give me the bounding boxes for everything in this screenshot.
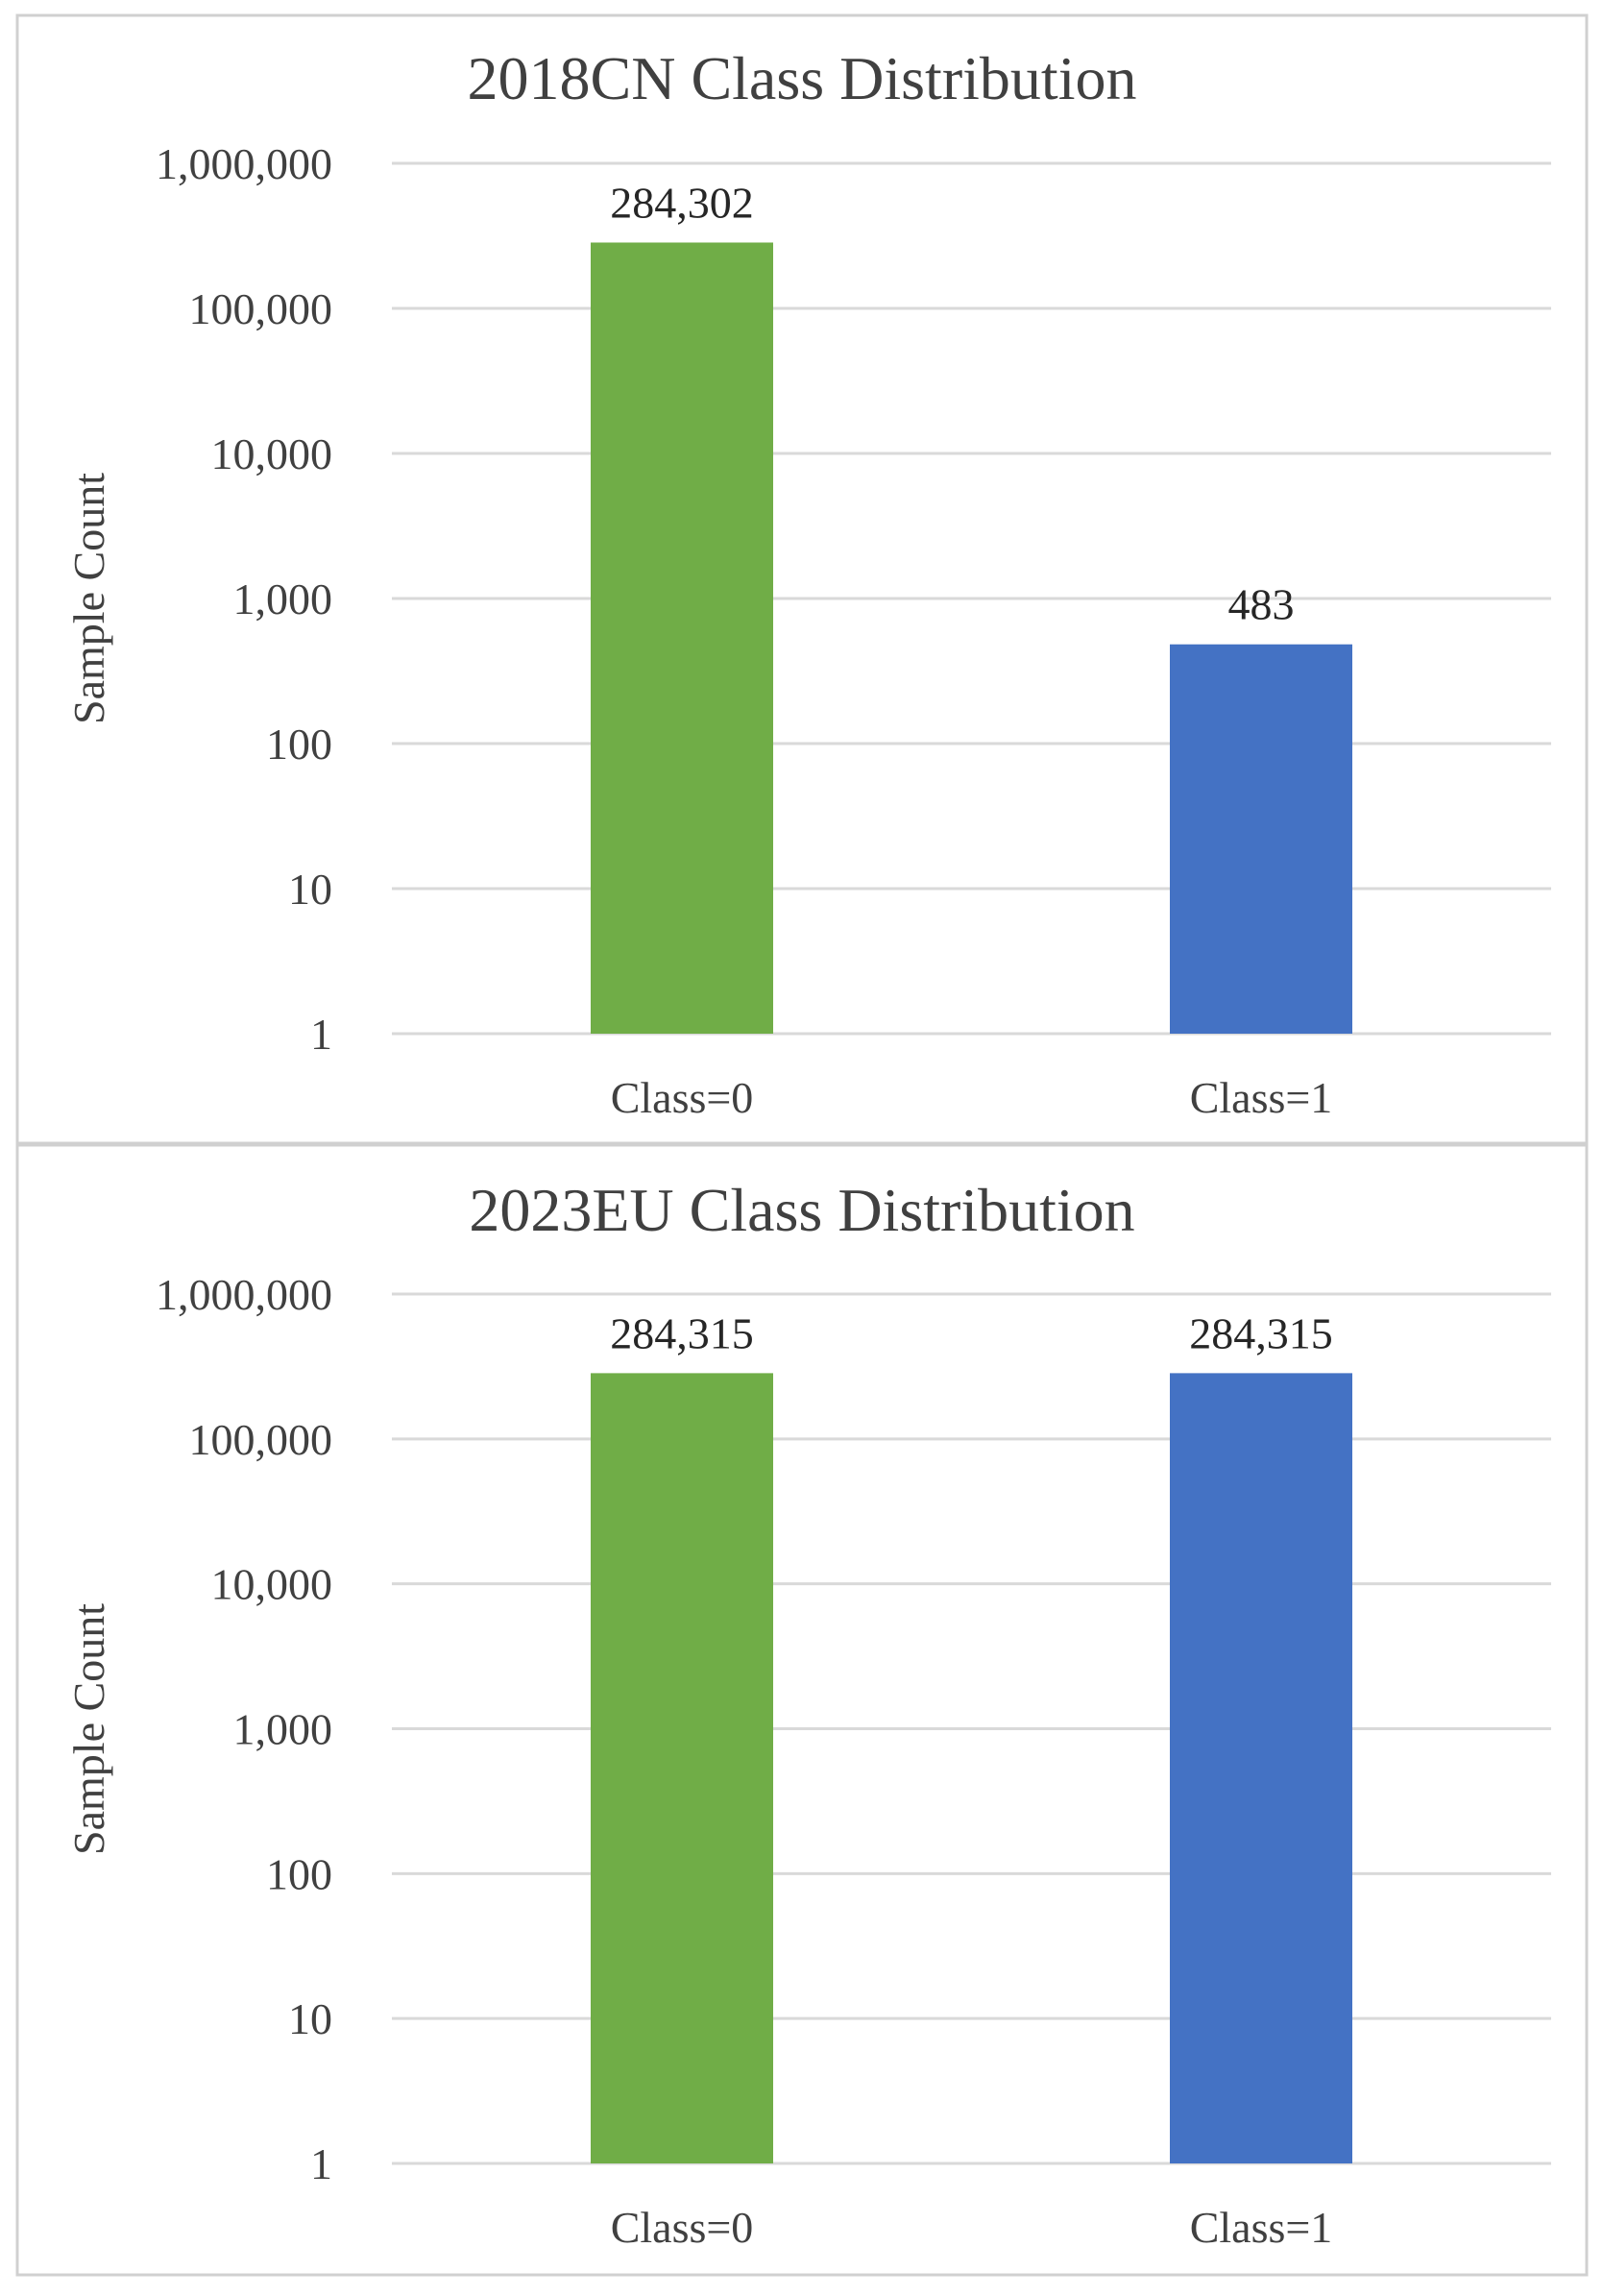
y-axis-label: Sample Count — [64, 1603, 113, 1855]
x-ticks: Class=0 Class=1 — [611, 2203, 1333, 2252]
x-tick-label: Class=0 — [611, 2203, 754, 2252]
gridlines — [392, 161, 1551, 1036]
bars — [591, 242, 1352, 1034]
data-label: 483 — [1228, 580, 1295, 629]
bar-class-1 — [1170, 644, 1352, 1034]
y-ticks: 1 10 100 1,000 10,000 100,000 1,000,000 — [156, 139, 332, 1059]
chart-title: 2023EU Class Distribution — [469, 1176, 1134, 1244]
bar-class-1 — [1170, 1373, 1352, 2163]
y-tick-label: 10 — [288, 865, 332, 914]
y-tick-label: 1 — [310, 2139, 332, 2188]
data-labels: 284,315 284,315 — [610, 1308, 1333, 1357]
data-label: 284,302 — [610, 178, 754, 227]
y-tick-label: 1,000,000 — [156, 1270, 332, 1319]
bar-class-0 — [591, 242, 773, 1034]
y-ticks: 1 10 100 1,000 10,000 100,000 1,000,000 — [156, 1270, 332, 2188]
y-tick-label: 10,000 — [211, 429, 333, 478]
chart-title: 2018CN Class Distribution — [468, 44, 1137, 112]
data-label: 284,315 — [1189, 1308, 1333, 1357]
y-tick-label: 100 — [266, 720, 332, 769]
x-tick-label: Class=0 — [611, 1073, 754, 1122]
data-labels: 284,302 483 — [610, 178, 1294, 628]
y-tick-label: 1,000,000 — [156, 139, 332, 188]
y-tick-label: 100 — [266, 1849, 332, 1898]
x-tick-label: Class=1 — [1190, 2203, 1333, 2252]
y-tick-label: 10 — [288, 1994, 332, 2043]
x-tick-label: Class=1 — [1190, 1073, 1333, 1122]
chart-panel-2018cn: 2018CN Class Distribution Sample Count 1… — [15, 13, 1589, 1145]
y-tick-label: 1 — [310, 1010, 332, 1059]
bars — [591, 1373, 1352, 2163]
x-ticks: Class=0 Class=1 — [611, 1073, 1333, 1122]
y-axis-label: Sample Count — [64, 473, 113, 724]
y-tick-label: 1,000 — [233, 1705, 333, 1754]
y-tick-label: 1,000 — [233, 574, 333, 623]
data-label: 284,315 — [610, 1308, 754, 1357]
y-tick-label: 10,000 — [211, 1560, 333, 1609]
bar-class-0 — [591, 1373, 773, 2163]
y-tick-label: 100,000 — [189, 284, 333, 333]
gridlines — [392, 1292, 1551, 2165]
y-tick-label: 100,000 — [189, 1415, 333, 1464]
chart-panel-2023eu: 2023EU Class Distribution Sample Count 1… — [15, 1143, 1589, 2277]
